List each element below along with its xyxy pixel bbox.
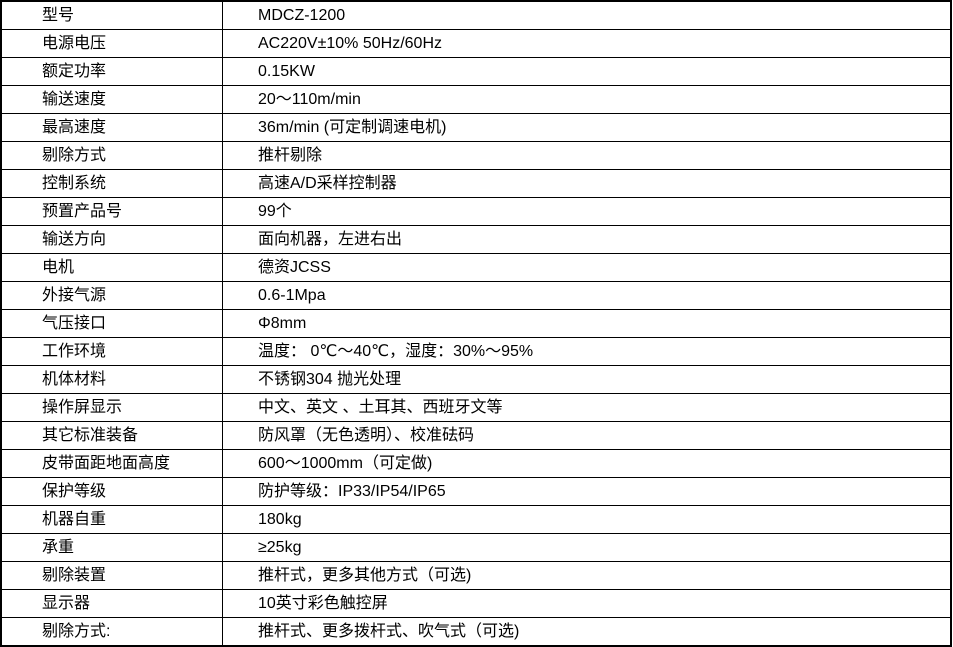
- table-row: 最高速度 36m/min (可定制调速电机): [0, 113, 952, 142]
- spec-value: 不锈钢304 抛光处理: [222, 365, 952, 394]
- table-row: 操作屏显示 中文、英文 、土耳其、西班牙文等: [0, 393, 952, 422]
- spec-label: 电源电压: [0, 29, 223, 58]
- spec-label: 剔除装置: [0, 561, 223, 590]
- spec-label: 型号: [0, 0, 223, 30]
- table-row: 电源电压 AC220V±10% 50Hz/60Hz: [0, 29, 952, 58]
- spec-label: 显示器: [0, 589, 223, 618]
- table-row: 电机 德资JCSS: [0, 253, 952, 282]
- spec-value: 防风罩（无色透明）、校准砝码: [222, 421, 952, 450]
- spec-label: 承重: [0, 533, 223, 562]
- table-row: 机器自重 180kg: [0, 505, 952, 534]
- spec-label: 剔除方式: [0, 141, 223, 170]
- spec-value: 20～110m/min: [222, 85, 952, 114]
- spec-label: 保护等级: [0, 477, 223, 506]
- spec-label: 外接气源: [0, 281, 223, 310]
- table-row: 输送速度 20～110m/min: [0, 85, 952, 114]
- spec-value: MDCZ-1200: [222, 0, 952, 30]
- spec-value: Φ8mm: [222, 309, 952, 338]
- spec-value: 推杆剔除: [222, 141, 952, 170]
- spec-label: 输送方向: [0, 225, 223, 254]
- spec-value: 180kg: [222, 505, 952, 534]
- table-row: 剔除方式: 推杆式、更多拨杆式、吹气式（可选): [0, 617, 952, 647]
- table-row: 皮带面距地面高度 600～1000mm（可定做): [0, 449, 952, 478]
- spec-value: ≥25kg: [222, 533, 952, 562]
- spec-label: 皮带面距地面高度: [0, 449, 223, 478]
- table-row: 工作环境 温度： 0℃～40℃，湿度：30%～95%: [0, 337, 952, 366]
- spec-label: 控制系统: [0, 169, 223, 198]
- table-row: 输送方向 面向机器，左进右出: [0, 225, 952, 254]
- spec-label: 机体材料: [0, 365, 223, 394]
- table-row: 显示器 10英寸彩色触控屏: [0, 589, 952, 618]
- spec-value: 推杆式，更多其他方式（可选): [222, 561, 952, 590]
- spec-label: 其它标准装备: [0, 421, 223, 450]
- table-row: 机体材料 不锈钢304 抛光处理: [0, 365, 952, 394]
- spec-label: 剔除方式:: [0, 617, 223, 647]
- table-row: 外接气源 0.6-1Mpa: [0, 281, 952, 310]
- table-row: 气压接口 Φ8mm: [0, 309, 952, 338]
- spec-label: 机器自重: [0, 505, 223, 534]
- table-row: 其它标准装备 防风罩（无色透明）、校准砝码: [0, 421, 952, 450]
- table-row: 控制系统 高速A/D采样控制器: [0, 169, 952, 198]
- spec-value: 36m/min (可定制调速电机): [222, 113, 952, 142]
- spec-label: 额定功率: [0, 57, 223, 86]
- table-row: 型号 MDCZ-1200: [0, 0, 952, 30]
- spec-value: 防护等级：IP33/IP54/IP65: [222, 477, 952, 506]
- table-row: 额定功率 0.15KW: [0, 57, 952, 86]
- spec-value: 0.6-1Mpa: [222, 281, 952, 310]
- spec-value: 温度： 0℃～40℃，湿度：30%～95%: [222, 337, 952, 366]
- spec-value: 推杆式、更多拨杆式、吹气式（可选): [222, 617, 952, 647]
- spec-value: 600～1000mm（可定做): [222, 449, 952, 478]
- spec-label: 输送速度: [0, 85, 223, 114]
- spec-label: 工作环境: [0, 337, 223, 366]
- spec-value: AC220V±10% 50Hz/60Hz: [222, 29, 952, 58]
- table-row: 剔除装置 推杆式，更多其他方式（可选): [0, 561, 952, 590]
- spec-value: 德资JCSS: [222, 253, 952, 282]
- spec-value: 高速A/D采样控制器: [222, 169, 952, 198]
- spec-value: 10英寸彩色触控屏: [222, 589, 952, 618]
- spec-label: 气压接口: [0, 309, 223, 338]
- table-row: 承重 ≥25kg: [0, 533, 952, 562]
- spec-label: 电机: [0, 253, 223, 282]
- spec-value: 0.15KW: [222, 57, 952, 86]
- table-row: 保护等级 防护等级：IP33/IP54/IP65: [0, 477, 952, 506]
- table-row: 剔除方式 推杆剔除: [0, 141, 952, 170]
- table-row: 预置产品号 99个: [0, 197, 952, 226]
- spec-label: 操作屏显示: [0, 393, 223, 422]
- spec-value: 99个: [222, 197, 952, 226]
- spec-label: 预置产品号: [0, 197, 223, 226]
- spec-label: 最高速度: [0, 113, 223, 142]
- spec-value: 中文、英文 、土耳其、西班牙文等: [222, 393, 952, 422]
- spec-value: 面向机器，左进右出: [222, 225, 952, 254]
